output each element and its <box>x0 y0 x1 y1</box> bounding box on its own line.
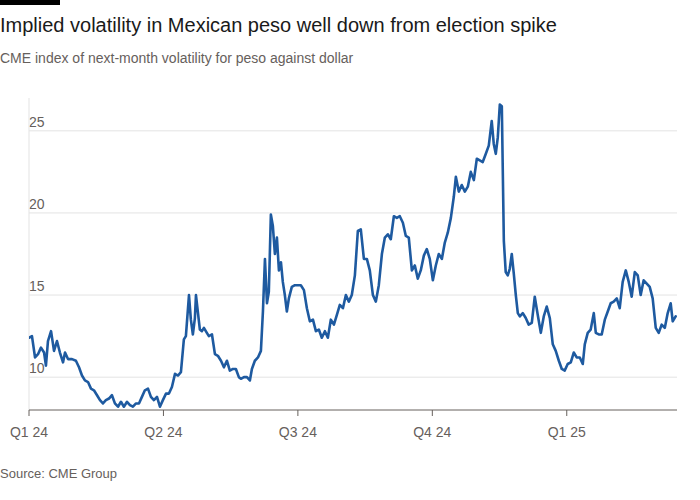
x-tick <box>163 410 164 416</box>
x-tick-label: Q1 24 <box>10 424 48 440</box>
x-tick <box>297 410 298 416</box>
y-grid <box>29 131 677 377</box>
grid-line <box>29 130 677 131</box>
chart: Implied volatility in Mexican peso well … <box>0 0 700 500</box>
grid-line <box>29 377 677 378</box>
x-tick-label: Q4 24 <box>413 424 451 440</box>
x-tick <box>566 410 567 416</box>
top-bar <box>0 0 60 5</box>
subtitle: CME index of next-month volatility for p… <box>0 50 354 66</box>
plot-area <box>29 105 676 407</box>
x-tick <box>432 410 433 416</box>
volatility-line <box>29 105 676 407</box>
source: Source: CME Group <box>0 466 117 481</box>
y-axis-line <box>29 98 30 410</box>
title: Implied volatility in Mexican peso well … <box>0 14 557 36</box>
y-tick-label: 15 <box>29 278 45 294</box>
y-tick-label: 10 <box>29 360 45 376</box>
x-tick-label: Q3 24 <box>279 424 317 440</box>
y-tick-label: 20 <box>29 196 45 212</box>
x-axis-line <box>29 410 677 411</box>
x-tick-label: Q1 25 <box>548 424 586 440</box>
y-tick-label: 25 <box>29 114 45 130</box>
grid-line <box>29 212 677 213</box>
x-tick <box>29 410 30 416</box>
x-tick-label: Q2 24 <box>144 424 182 440</box>
